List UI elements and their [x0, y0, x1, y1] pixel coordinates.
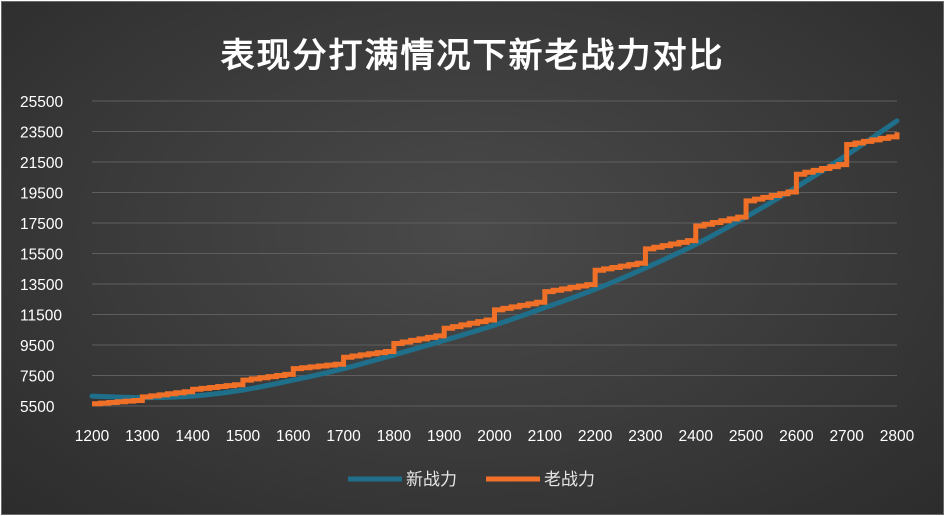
x-tick-label: 1500 — [226, 428, 261, 445]
x-tick-label: 2300 — [628, 428, 663, 445]
x-tick-label: 1400 — [175, 428, 210, 445]
x-tick-label: 1600 — [276, 428, 311, 445]
x-tick-label: 2600 — [779, 428, 814, 445]
y-tick-label: 13500 — [20, 277, 63, 294]
x-tick-label: 1700 — [326, 428, 361, 445]
x-tick-label: 2700 — [829, 428, 864, 445]
y-tick-label: 7500 — [20, 369, 55, 386]
x-tick-label: 1800 — [377, 428, 412, 445]
x-tick-labels: 1200 1300 1400 1500 1600 1700 1800 1900 2000 2100… — [75, 428, 915, 445]
x-tick-label: 2400 — [679, 428, 714, 445]
y-tick-label: 25500 — [20, 94, 63, 111]
y-tick-label: 17500 — [20, 216, 63, 233]
series-line-new — [89, 118, 900, 401]
series-line-old — [92, 132, 900, 407]
x-tick-label: 2800 — [880, 428, 915, 445]
y-tick-label: 23500 — [20, 125, 63, 142]
y-tick-label: 11500 — [20, 308, 62, 325]
legend-label-new: 新战力 — [406, 470, 457, 490]
x-tick-label: 2500 — [729, 428, 764, 445]
y-tick-label: 21500 — [20, 155, 63, 172]
y-tick-label: 19500 — [20, 186, 63, 203]
y-tick-labels: 25500 23500 21500 19500 17500 15500 13500 11500… — [20, 94, 63, 416]
y-tick-label: 5500 — [20, 399, 55, 416]
x-tick-label: 2100 — [528, 428, 563, 445]
chart-title: 表现分打满情况下新老战力对比 — [220, 36, 725, 76]
x-tick-label: 2000 — [477, 428, 512, 445]
x-tick-label: 1900 — [427, 428, 462, 445]
gridlines — [92, 100, 897, 407]
series-lines — [89, 118, 900, 407]
x-tick-label: 1200 — [75, 428, 110, 445]
y-tick-label: 15500 — [20, 247, 63, 264]
x-tick-label: 1300 — [125, 428, 160, 445]
y-tick-label: 9500 — [20, 338, 55, 355]
x-tick-label: 2200 — [578, 428, 613, 445]
legend-label-old: 老战力 — [544, 470, 595, 490]
legend: 新战力 老战力 — [348, 470, 595, 490]
